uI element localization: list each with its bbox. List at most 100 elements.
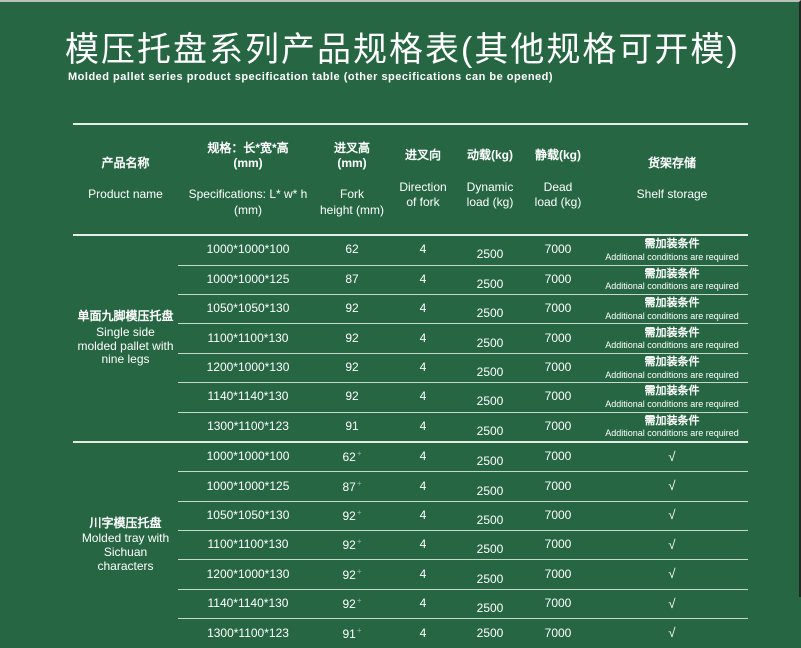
fork-direction-cell-value: 4 xyxy=(419,418,427,433)
dynamic-load-cell: 2500 xyxy=(460,471,520,502)
fork-height-cell-value: 92 xyxy=(342,567,356,582)
fork-direction-cell: 4 xyxy=(386,440,460,472)
dead-load-cell: 7000 xyxy=(520,293,596,324)
shelf-storage-cell: 需加装条件 Additional conditions are required xyxy=(596,293,748,324)
spec-cell-value: 1300*1100*123 xyxy=(207,625,289,640)
fork-direction-cell-value: 4 xyxy=(419,566,427,581)
col-header-fork-height-zh: 进叉高(mm) xyxy=(333,140,370,171)
fork-direction-cell: 4 xyxy=(386,293,460,324)
dead-load-cell-value: 7000 xyxy=(544,301,572,316)
shelf-condition-en: Additional conditions are required xyxy=(605,428,739,439)
table-row: 1300*1100*123 91 4 2500 7000 需加装条件 Additional … xyxy=(73,411,748,442)
shelf-storage-cell: 需加装条件 Additional conditions are required xyxy=(596,382,748,412)
shelf-condition-zh: 需加装条件 xyxy=(644,414,700,427)
fork-direction-cell-value: 4 xyxy=(419,478,427,493)
fork-height-cell-value: 91 xyxy=(342,626,356,641)
col-header-dead-load: 静载(kg) Dead load (kg) xyxy=(520,122,596,237)
col-header-shelf-storage-zh: 货架存储 xyxy=(647,156,696,171)
dynamic-load-cell-value: 2500 xyxy=(476,601,504,616)
col-header-specifications: 规格：长*宽*高 (mm) Specifications: L* w* h (m… xyxy=(178,122,318,237)
shelf-storage-cell: 需加装条件 Additional conditions are required xyxy=(596,352,748,383)
fork-direction-cell-value: 4 xyxy=(419,389,427,404)
fork-height-cell: 92+ xyxy=(318,530,386,560)
shelf-storage-cell: 需加装条件 Additional conditions are required xyxy=(596,411,748,442)
dead-load-cell: 7000 xyxy=(520,559,596,590)
checkmark-icon: √ xyxy=(668,566,676,582)
table-row: 1050*1050*130 92 4 2500 7000 需加装条件 Additional … xyxy=(73,293,748,324)
fork-height-cell-value: 87 xyxy=(345,271,359,286)
shelf-storage-cell: √ xyxy=(596,500,748,531)
fork-direction-cell: 4 xyxy=(386,323,460,354)
col-header-shelf-storage-en: Shelf storage xyxy=(636,187,708,202)
spec-cell: 1000*1000*125 xyxy=(178,471,318,502)
dynamic-load-cell-value: 2500 xyxy=(476,512,504,527)
product-name-zh: 单面九脚模压托盘 xyxy=(77,308,174,323)
fork-height-cell-value: 92 xyxy=(342,508,356,523)
spec-cell: 1000*1000*100 xyxy=(178,440,318,472)
fork-direction-cell-value: 4 xyxy=(419,449,427,464)
fork-height-cell: 92 xyxy=(318,323,386,354)
dead-load-cell: 7000 xyxy=(520,234,596,266)
fork-height-cell: 92 xyxy=(318,293,386,324)
table-row: 川字模压托盘 Molded tray with Sichuan character… xyxy=(73,440,748,648)
col-header-shelf-storage: 货架存储 Shelf storage xyxy=(596,122,748,237)
fork-height-cell-value: 91 xyxy=(345,418,359,433)
col-header-product-name-en: Product name xyxy=(88,187,163,202)
shelf-storage-cell: 需加装条件 Additional conditions are required xyxy=(596,264,748,295)
table-row: 1140*1140*130 92 4 2500 7000 需加装条件 Additional … xyxy=(73,382,748,412)
dynamic-load-cell-value: 2500 xyxy=(476,454,504,469)
fork-height-cell: 62+ xyxy=(318,440,386,472)
table-row: 1100*1100*130 92 4 2500 7000 需加装条件 Additional … xyxy=(73,323,748,354)
fork-height-cell: 92 xyxy=(318,352,386,383)
col-header-dynamic-load: 动载(kg) Dynamic load (kg) xyxy=(460,122,520,237)
fork-height-cell-value: 92 xyxy=(345,330,359,345)
table-row: 单面九脚模压托盘 Single side molded pallet with n… xyxy=(73,234,748,442)
spec-cell: 1200*1000*130 xyxy=(178,352,318,383)
fork-height-cell: 92+ xyxy=(318,500,386,531)
fork-direction-cell-value: 4 xyxy=(419,596,427,611)
dead-load-cell: 7000 xyxy=(520,264,596,295)
dead-load-cell: 7000 xyxy=(520,411,596,442)
fork-direction-cell-value: 4 xyxy=(419,271,427,286)
fork-height-cell: 87+ xyxy=(318,471,386,502)
fork-height-cell-value: 62 xyxy=(342,450,356,465)
checkmark-icon: √ xyxy=(668,478,676,493)
fork-direction-cell: 4 xyxy=(386,471,460,502)
shelf-storage-cell: √ xyxy=(596,559,748,590)
dead-load-cell-value: 7000 xyxy=(544,389,572,404)
dead-load-cell-value: 7000 xyxy=(544,507,572,522)
spec-cell-value: 1000*1000*100 xyxy=(206,242,290,257)
dynamic-load-cell-value: 2500 xyxy=(476,306,504,321)
spec-cell: 1000*1000*100 xyxy=(178,234,318,266)
checkmark-icon: √ xyxy=(668,507,676,523)
fork-direction-cell: 4 xyxy=(386,530,460,560)
fork-note-mark: + xyxy=(356,596,362,606)
dynamic-load-cell-value: 2500 xyxy=(476,483,504,498)
shelf-condition-en: Additional conditions are required xyxy=(605,310,739,321)
fork-height-cell: 91 xyxy=(318,411,386,442)
table-row: 1000*1000*125 87+ 4 2500 7000 √ xyxy=(73,471,748,502)
spec-cell-value: 1140*1140*130 xyxy=(207,389,289,404)
fork-note-mark: + xyxy=(356,507,362,517)
shelf-condition-zh: 需加装条件 xyxy=(644,385,700,398)
col-header-fork-direction-zh: 进叉向 xyxy=(404,148,441,163)
table-row: 1000*1000*125 87 4 2500 7000 需加装条件 Additional … xyxy=(73,264,748,295)
product-name-en: Single side molded pallet with nine legs xyxy=(77,324,174,367)
col-header-fork-height: 进叉高(mm) Fork height (mm) xyxy=(318,122,386,237)
page-title: 模压托盘系列产品规格表(其他规格可开模) xyxy=(65,31,740,69)
shelf-storage-cell: 需加装条件 Additional conditions are required xyxy=(596,234,748,266)
spec-cell-value: 1300*1100*123 xyxy=(207,418,289,433)
shelf-condition-en: Additional conditions are required xyxy=(605,398,739,409)
product-name-en: Molded tray with Sichuan characters xyxy=(81,531,170,574)
col-header-specifications-en: Specifications: L* w* h (mm) xyxy=(188,187,308,217)
fork-direction-cell: 4 xyxy=(386,500,460,531)
fork-direction-cell-value: 4 xyxy=(419,330,427,345)
col-header-product-name-zh: 产品名称 xyxy=(101,156,150,171)
fork-height-cell: 92+ xyxy=(318,559,386,590)
checkmark-icon: √ xyxy=(668,448,676,464)
spec-cell: 1100*1100*130 xyxy=(178,530,318,560)
dead-load-cell: 7000 xyxy=(520,323,596,354)
dead-load-cell-value: 7000 xyxy=(544,271,572,286)
fork-direction-cell-value: 4 xyxy=(419,301,427,316)
table-row: 1200*1000*130 92 4 2500 7000 需加装条件 Additional … xyxy=(73,352,748,383)
